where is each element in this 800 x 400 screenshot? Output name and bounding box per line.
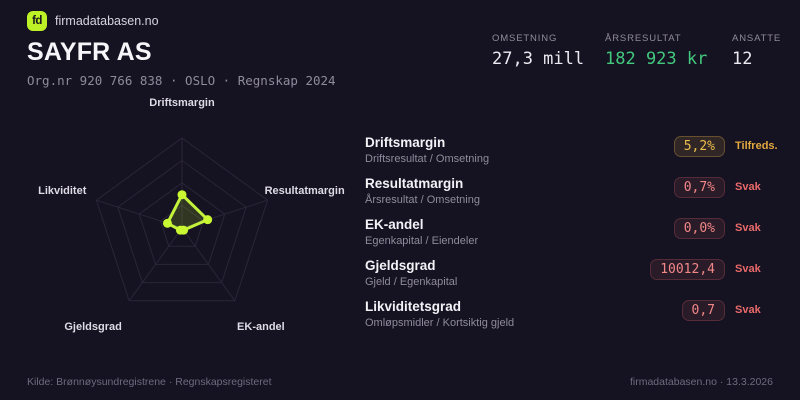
- metric-value-badge: 5,2%: [673, 136, 725, 157]
- metric-formula: Gjeld / Egenkapital: [365, 276, 458, 288]
- metric-info: Resultatmargin Årsresultat / Omsetning: [365, 176, 480, 207]
- metric-value-badge: 10012,4: [650, 259, 725, 280]
- stat-ansatte: ANSATTE 12: [732, 33, 781, 69]
- metric-title: Gjeldsgrad: [365, 258, 436, 273]
- brand-name[interactable]: firmadatabasen.no: [55, 14, 159, 28]
- metric-row: EK-andel Egenkapital / Eiendeler 0,0% Svak: [365, 217, 780, 248]
- metric-status: Svak: [735, 222, 761, 234]
- metric-result: 0,7% Svak: [673, 177, 780, 198]
- radar-axis-label: Gjeldsgrad: [64, 321, 121, 333]
- metric-formula: Driftsresultat / Omsetning: [365, 153, 490, 165]
- stat-label: ÅRSRESULTAT: [605, 33, 682, 44]
- radar-chart: Driftsmargin Resultatmargin EK-andel Gjelds…: [38, 97, 345, 333]
- radar-axis-line: [181, 227, 236, 302]
- metric-title: Resultatmargin: [365, 176, 464, 191]
- stat-value: 182 923 kr: [605, 49, 708, 69]
- stat-arsresultat: ÅRSRESULTAT 182 923 kr: [605, 33, 732, 69]
- stat-omsetning: OMSETNING 27,3 mill: [492, 33, 605, 69]
- radar-grid-ring: [117, 159, 247, 284]
- metric-info: Likviditetsgrad Omløpsmidler / Kortsiktig…: [365, 299, 515, 330]
- metric-title: Likviditetsgrad: [365, 299, 462, 314]
- metric-title: EK-andel: [365, 217, 424, 232]
- metric-row: Gjeldsgrad Gjeld / Egenkapital 10012,4 Svak: [365, 258, 780, 289]
- metric-value-badge: 0,0%: [673, 218, 725, 239]
- footer-brand-date[interactable]: firmadatabasen.no · 13.3.2026: [629, 376, 773, 388]
- metric-formula: Egenkapital / Eiendeler: [365, 235, 479, 247]
- metric-status: Tilfreds.: [735, 140, 778, 152]
- brand[interactable]: fd firmadatabasen.no: [27, 11, 336, 31]
- stat-value: 12: [732, 49, 753, 69]
- metric-result: 5,2% Tilfreds.: [673, 136, 780, 157]
- metric-row: Resultatmargin Årsresultat / Omsetning 0,7…: [365, 176, 780, 207]
- metric-value-badge: 0,7%: [673, 177, 725, 198]
- metric-result: 0,0% Svak: [673, 218, 780, 239]
- metric-result: 0,7 Svak: [681, 300, 780, 321]
- brand-logo-icon[interactable]: fd: [27, 11, 47, 31]
- radar-grid-ring: [160, 204, 204, 247]
- radar-data-point: [177, 190, 187, 200]
- radar-grid-ring: [138, 182, 226, 265]
- stat-label: ANSATTE: [732, 33, 782, 44]
- radar-axis-label: Resultatmargin: [265, 185, 345, 197]
- radar-data-point: [175, 225, 185, 235]
- company-meta: Org.nr 920 766 838 · OSLO · Regnskap 202…: [27, 73, 336, 88]
- metric-status: Svak: [735, 304, 761, 316]
- metric-row: Driftsmargin Driftsresultat / Omsetning 5,…: [365, 135, 780, 166]
- stat-label: OMSETNING: [492, 33, 558, 44]
- metric-status: Svak: [735, 181, 761, 193]
- radar-data-point: [162, 218, 172, 228]
- radar-data-point: [203, 215, 213, 225]
- stat-value: 27,3 mill: [492, 49, 585, 69]
- metric-row: Likviditetsgrad Omløpsmidler / Kortsiktig…: [365, 299, 780, 330]
- metric-formula: Omløpsmidler / Kortsiktig gjeld: [365, 317, 515, 329]
- metric-info: Driftsmargin Driftsresultat / Omsetning: [365, 135, 490, 166]
- radar-axis-label: Likviditet: [38, 185, 87, 197]
- company-name: SAYFR AS: [27, 38, 152, 66]
- metrics-panel: Driftsmargin Driftsresultat / Omsetning 5,…: [365, 136, 780, 341]
- key-stats: OMSETNING 27,3 mill ÅRSRESULTAT 182 923 …: [492, 33, 781, 69]
- metric-result: 10012,4 Svak: [650, 259, 780, 280]
- metric-status: Svak: [735, 263, 761, 275]
- metric-info: Gjeldsgrad Gjeld / Egenkapital: [365, 258, 458, 289]
- footer-source: Kilde: Brønnøysundregistrene · Regnskaps…: [27, 376, 272, 388]
- radar-axis-label: EK-andel: [237, 321, 285, 333]
- radar-axis-line: [128, 227, 183, 302]
- radar-axis-label: Driftsmargin: [149, 97, 215, 109]
- metric-formula: Årsresultat / Omsetning: [365, 194, 480, 206]
- metric-value-badge: 0,7: [681, 300, 725, 321]
- radar-grid-ring: [95, 137, 269, 302]
- header: fd firmadatabasen.no SAYFR AS Org.nr 920…: [27, 11, 336, 88]
- metric-info: EK-andel Egenkapital / Eiendeler: [365, 217, 479, 248]
- metric-title: Driftsmargin: [365, 135, 446, 150]
